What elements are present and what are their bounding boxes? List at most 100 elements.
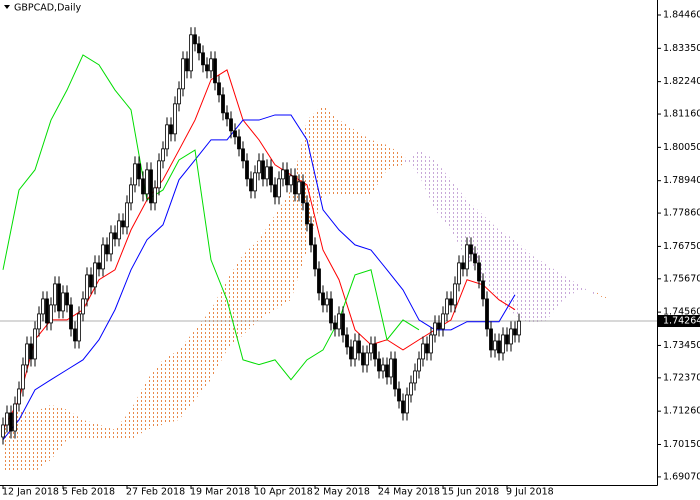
candle-body — [29, 343, 33, 360]
candle-body — [161, 148, 165, 162]
candle-body — [197, 43, 201, 54]
candle-body — [461, 262, 465, 270]
candle-body — [157, 160, 161, 189]
candle-body — [269, 166, 273, 186]
cloud-segment — [99, 424, 115, 440]
candle-body — [49, 304, 53, 324]
candle-body — [301, 181, 305, 204]
cloud-segment — [51, 404, 67, 460]
cloud-segment — [499, 229, 515, 315]
candle-body — [177, 88, 181, 105]
x-tick-label: 27 Feb 2018 — [126, 487, 185, 498]
candle-body — [233, 130, 237, 138]
x-tick-label: 19 Mar 2018 — [190, 487, 250, 498]
candle-body — [137, 163, 141, 180]
candle-body — [345, 334, 349, 348]
candle-body — [265, 166, 269, 180]
candle-body — [133, 163, 137, 186]
y-tick-label: 1.70150 — [663, 439, 700, 450]
candle-body — [489, 328, 493, 351]
candle-body — [185, 58, 189, 72]
candle-body — [325, 298, 329, 306]
candle-body — [397, 388, 401, 402]
x-tick-label: 12 Jan 2018 — [2, 487, 59, 498]
candle-body — [333, 322, 337, 330]
indicator-line — [2, 114, 516, 440]
candle-body — [441, 313, 445, 330]
candle-body — [257, 160, 261, 174]
candle-body — [69, 304, 73, 330]
candle-body — [17, 388, 21, 405]
title-arrow[interactable] — [4, 5, 10, 9]
candle-body — [321, 292, 325, 306]
candle-body — [365, 352, 369, 366]
chart-title: GBPCAD,Daily — [14, 3, 81, 14]
candle-body — [209, 58, 213, 72]
cloud-segment — [531, 254, 547, 325]
candle-body — [433, 322, 437, 336]
candle-body — [201, 52, 205, 66]
y-tick-label: 1.73450 — [663, 340, 700, 351]
candle-body — [101, 244, 105, 270]
candle-body — [505, 334, 509, 345]
candle-body — [417, 358, 421, 372]
cloud-segment — [563, 274, 579, 300]
candle-body — [373, 343, 377, 360]
y-tick-label: 1.81160 — [663, 109, 700, 120]
candle-body — [357, 340, 361, 354]
candle-body — [21, 364, 25, 390]
candle-body — [437, 322, 441, 330]
candle-body — [513, 328, 517, 336]
y-tick-label: 1.74560 — [663, 307, 700, 318]
candle-body — [409, 382, 413, 396]
cloud-segment — [67, 409, 83, 440]
candle-body — [497, 340, 501, 354]
candle-body — [401, 400, 405, 414]
cloud-segment — [595, 291, 611, 300]
candle-body — [309, 223, 313, 246]
cloud-segment — [163, 349, 179, 425]
x-tick-label: 15 Jun 2018 — [442, 487, 499, 498]
candle-body — [53, 283, 57, 306]
candle-body — [261, 160, 265, 180]
y-tick-label: 1.83350 — [663, 43, 700, 54]
candle-body — [145, 169, 149, 195]
cloud-segment — [483, 214, 499, 300]
candle-body — [281, 169, 285, 180]
candle-body — [469, 244, 473, 255]
y-tick-label: 1.75670 — [663, 273, 700, 284]
cloud-segment — [147, 359, 163, 430]
candle-body — [129, 184, 133, 204]
candle-body — [293, 175, 297, 195]
candle-body — [413, 370, 417, 384]
candle-body — [305, 202, 309, 225]
candle-body — [337, 313, 341, 330]
indicator-line — [2, 69, 516, 431]
cloud-segment — [259, 214, 275, 320]
plot — [0, 27, 657, 472]
candle-body — [273, 184, 277, 198]
candle-body — [81, 298, 85, 315]
candle-body — [385, 364, 389, 378]
cloud-segment — [35, 404, 51, 472]
candle-body — [473, 253, 477, 264]
cloud-segment — [451, 179, 467, 260]
candle-body — [465, 244, 469, 270]
cloud-segment — [547, 264, 563, 320]
candle-body — [237, 136, 241, 150]
cloud-segment — [195, 309, 211, 400]
candle-body — [329, 298, 333, 324]
candle-body — [37, 313, 41, 330]
candle-body — [425, 343, 429, 354]
candle-body — [453, 283, 457, 306]
cloud-segment — [243, 239, 259, 335]
candle-body — [97, 262, 101, 270]
y-tick-label: 1.76750 — [663, 241, 700, 252]
cloud-segment — [227, 254, 243, 350]
candle-body — [481, 280, 485, 300]
candle-body — [225, 112, 229, 120]
y-tick-label: 1.77860 — [663, 208, 700, 219]
candle-body — [41, 298, 45, 315]
candle-body — [125, 202, 129, 228]
candle-body — [217, 82, 221, 96]
